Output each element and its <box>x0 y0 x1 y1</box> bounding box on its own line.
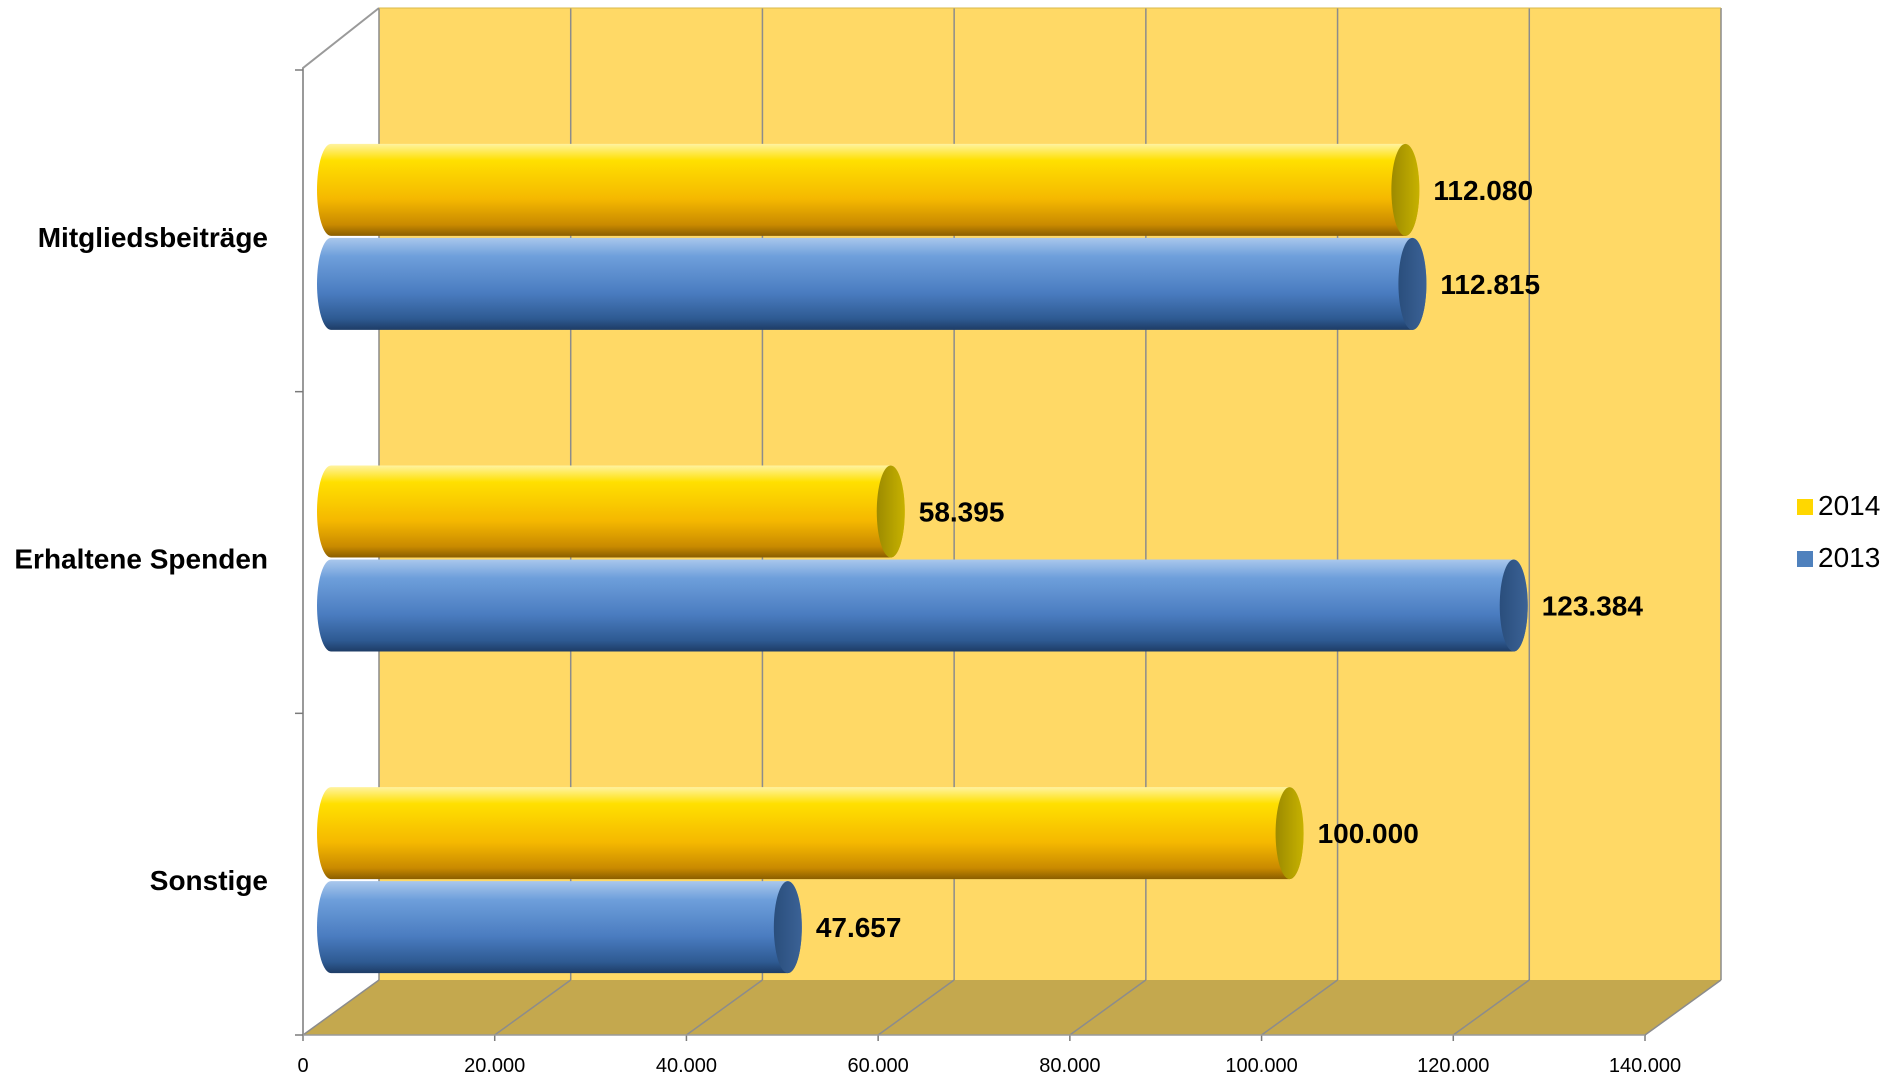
category-label: Erhaltene Spenden <box>14 544 268 575</box>
bar-2013 <box>317 881 802 974</box>
x-tick-label: 40.000 <box>656 1055 717 1077</box>
floor-gridline <box>302 979 380 1036</box>
bar-cap-2013 <box>1398 237 1427 330</box>
bar-cap-2013 <box>773 881 802 974</box>
bar-cap-2014 <box>1275 787 1304 880</box>
x-tick-label: 140.000 <box>1609 1055 1681 1077</box>
bar-2014 <box>317 143 1420 236</box>
legend-swatch-2014 <box>1797 499 1813 515</box>
category-label: Mitgliedsbeiträge <box>38 222 268 253</box>
x-tick-label: 0 <box>297 1055 308 1077</box>
legend-label-2014: 2014 <box>1818 490 1880 521</box>
legend-swatch-2013 <box>1797 551 1813 567</box>
bar-2014 <box>317 465 905 558</box>
x-tick-label: 80.000 <box>1039 1055 1100 1077</box>
bar-2013 <box>317 559 1528 652</box>
category-label: Sonstige <box>150 865 268 896</box>
floor-gridline <box>877 979 955 1036</box>
x-tick-label: 60.000 <box>848 1055 909 1077</box>
floor-gridline <box>1644 979 1722 1036</box>
bar-2013 <box>316 237 1427 330</box>
data-label: 123.384 <box>1542 591 1644 622</box>
x-tick-label: 120.000 <box>1417 1055 1489 1077</box>
data-label: 112.815 <box>1440 269 1540 300</box>
bar-cap-2014 <box>1391 143 1420 236</box>
chart-floor <box>303 980 1721 1035</box>
bar-2014 <box>317 787 1304 880</box>
x-tick-label: 100.000 <box>1225 1055 1297 1077</box>
floor-gridline <box>1069 979 1147 1036</box>
bar-cap-2014 <box>876 465 905 558</box>
floor-gridline <box>685 979 763 1036</box>
floor-gridline <box>494 979 572 1036</box>
legend-label-2013: 2013 <box>1818 542 1880 573</box>
data-label: 100.000 <box>1318 818 1419 849</box>
data-label: 47.657 <box>816 912 902 943</box>
bar-cap-2013 <box>1499 559 1528 652</box>
floor-gridline <box>1261 979 1339 1036</box>
data-label: 112.080 <box>1433 175 1533 206</box>
data-label: 58.395 <box>919 497 1005 528</box>
floor-gridline <box>1452 979 1530 1036</box>
x-tick-label: 20.000 <box>464 1055 525 1077</box>
